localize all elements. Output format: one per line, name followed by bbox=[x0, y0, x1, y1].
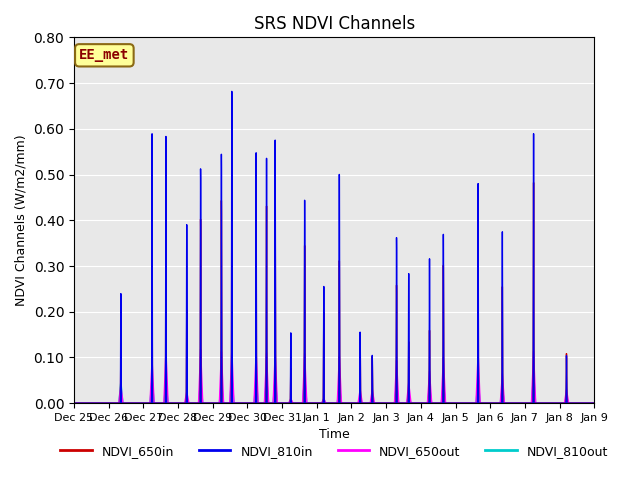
NDVI_650in bbox=[408, 400, 416, 406]
NDVI_650in bbox=[164, 400, 172, 406]
X-axis label: Time: Time bbox=[319, 429, 349, 442]
NDVI_810in bbox=[458, 400, 466, 406]
Text: EE_met: EE_met bbox=[79, 48, 129, 62]
NDVI_650out bbox=[70, 400, 78, 406]
Y-axis label: NDVI Channels (W/m2/mm): NDVI Channels (W/m2/mm) bbox=[15, 134, 28, 306]
Line: NDVI_810out: NDVI_810out bbox=[74, 372, 595, 403]
NDVI_650in bbox=[382, 400, 390, 406]
NDVI_810out bbox=[458, 400, 466, 406]
NDVI_650in bbox=[269, 400, 276, 406]
NDVI_650in bbox=[458, 400, 466, 406]
NDVI_810out bbox=[164, 400, 172, 406]
Line: NDVI_810in: NDVI_810in bbox=[74, 91, 595, 403]
NDVI_650in bbox=[498, 400, 506, 406]
NDVI_650in bbox=[591, 400, 598, 406]
NDVI_650out bbox=[591, 400, 598, 406]
NDVI_650out bbox=[196, 347, 204, 352]
NDVI_810out bbox=[269, 400, 276, 406]
NDVI_810out bbox=[530, 370, 538, 375]
NDVI_810in bbox=[70, 400, 78, 406]
NDVI_650out bbox=[458, 400, 466, 406]
NDVI_810in bbox=[498, 400, 506, 406]
Legend: NDVI_650in, NDVI_810in, NDVI_650out, NDVI_810out: NDVI_650in, NDVI_810in, NDVI_650out, NDV… bbox=[56, 440, 613, 463]
NDVI_810out bbox=[498, 389, 506, 395]
NDVI_810in bbox=[269, 400, 276, 406]
NDVI_650out bbox=[382, 400, 390, 406]
Line: NDVI_650in: NDVI_650in bbox=[74, 182, 595, 403]
NDVI_650out bbox=[269, 400, 276, 406]
NDVI_810in bbox=[408, 400, 416, 406]
NDVI_810in bbox=[228, 88, 236, 94]
NDVI_650out bbox=[164, 400, 172, 406]
NDVI_810in bbox=[382, 400, 390, 406]
NDVI_810in bbox=[591, 400, 598, 406]
NDVI_650in bbox=[70, 400, 78, 406]
NDVI_810out bbox=[591, 400, 598, 406]
NDVI_810out bbox=[70, 400, 78, 406]
NDVI_810out bbox=[408, 400, 416, 406]
NDVI_810in bbox=[164, 400, 172, 406]
Title: SRS NDVI Channels: SRS NDVI Channels bbox=[253, 15, 415, 33]
NDVI_650out bbox=[408, 400, 416, 406]
Line: NDVI_650out: NDVI_650out bbox=[74, 349, 595, 403]
NDVI_650in bbox=[530, 180, 538, 185]
NDVI_810out bbox=[382, 400, 390, 406]
NDVI_650out bbox=[498, 378, 506, 384]
